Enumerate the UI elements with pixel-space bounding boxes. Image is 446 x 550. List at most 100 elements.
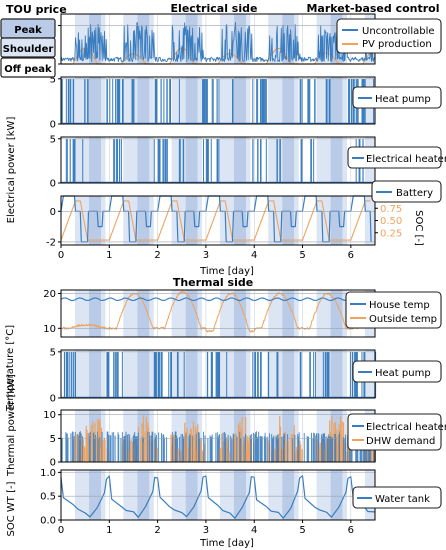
electrical-heater-thermal-bar (292, 438, 294, 462)
electrical-heater-bar (260, 138, 262, 183)
dhw-demand-bar (268, 441, 270, 462)
electrical-heater-thermal-bar (142, 436, 144, 462)
heat-pump-thermal-bar (349, 351, 351, 398)
dhw-demand-bar (279, 416, 281, 462)
electrical-heater-thermal-bar (239, 431, 241, 462)
dhw-demand-bar (290, 434, 292, 462)
electrical-heater-thermal-bar (114, 435, 116, 462)
legend-p5: House temp Outside temp (345, 291, 442, 329)
electrical-heater-bar (216, 138, 219, 183)
dhw-demand-bar (173, 434, 175, 462)
tou-band (171, 137, 186, 183)
electrical-heater-thermal-bar (275, 436, 277, 462)
tou-band (75, 470, 90, 520)
electrical-heater-thermal-bar (283, 432, 285, 462)
electrical-heater-thermal-bar (124, 435, 126, 462)
dhw-demand-bar (145, 416, 147, 462)
electrical-heater-thermal-bar (149, 435, 151, 462)
electrical-heater-bar (114, 138, 116, 183)
tou-band (316, 137, 331, 183)
y2-tick-label: 0.75 (380, 204, 402, 215)
electrical-heater-bar (73, 138, 75, 183)
electrical-heater-thermal-bar (151, 431, 153, 462)
dhw-demand-bar (186, 427, 188, 462)
heat-pump-bar (264, 78, 266, 124)
heat-pump-bar (206, 78, 208, 124)
heat-pump-thermal-bar (157, 351, 160, 398)
x-tick-label: 2 (154, 525, 160, 536)
electrical-heater-thermal-bar (224, 432, 226, 462)
tou-band (185, 290, 198, 337)
dhw-demand-bar (326, 438, 328, 462)
dhw-demand-bar (195, 426, 197, 462)
tou-band (149, 290, 154, 337)
heat-pump-bar (218, 78, 220, 124)
electrical-heater-thermal-bar (240, 438, 242, 462)
tou-band (294, 196, 299, 245)
x-tick-label: 5 (299, 250, 305, 261)
electrical-heater-thermal-bar (334, 433, 336, 462)
heat-pump-thermal-bar (115, 351, 117, 398)
tou-band (89, 470, 102, 520)
heat-pump-thermal-bar (218, 351, 221, 398)
tou-band (197, 290, 203, 337)
x-tick-label: 1 (106, 525, 112, 536)
electrical-heater-thermal-bar (231, 437, 233, 462)
battery-line (60, 195, 372, 243)
dhw-demand-bar (319, 442, 321, 462)
electrical-heater-thermal-bar (329, 436, 331, 462)
tou-band (137, 290, 150, 337)
dhw-demand-bar (192, 421, 195, 462)
electrical-heater-thermal-bar (182, 437, 184, 462)
dhw-demand-bar (274, 448, 276, 462)
electrical-heater-thermal-bar (94, 438, 96, 462)
dhw-demand-bar (372, 449, 374, 462)
electrical-heater-thermal-bar (117, 432, 119, 462)
dhw-demand-bar (346, 451, 348, 462)
electrical-heater-thermal-bar (199, 437, 201, 462)
dhw-demand-bar (301, 449, 303, 462)
tou-band (123, 350, 138, 398)
tou-band (185, 137, 198, 183)
dhw-demand-bar (129, 451, 132, 462)
offpeak-swatch (0, 57, 56, 78)
tou-band (171, 77, 186, 124)
electrical-heater-bar (301, 138, 303, 183)
dhw-demand-bar (324, 450, 326, 462)
electrical-heater-thermal-bar (162, 434, 164, 462)
legend-dhw-demand: DHW demand (366, 436, 435, 447)
electrical-heater-bar (82, 138, 84, 183)
heat-pump-thermal-bar (309, 351, 311, 398)
tou-band (246, 196, 251, 245)
legend-battery: Battery (396, 188, 433, 199)
tou-band (123, 470, 138, 520)
heat-pump-bar (166, 78, 168, 124)
dhw-demand-bar (75, 434, 77, 462)
electrical-heater-bar (166, 138, 168, 183)
dhw-demand-bar (316, 437, 318, 462)
heat-pump-thermal-bar (215, 351, 217, 398)
electrical-heater-thermal-bar (111, 432, 113, 462)
dhw-demand-bar (347, 443, 350, 462)
legend-p6: Heat pump (352, 360, 442, 383)
heat-pump-bar (204, 78, 206, 124)
electrical-title: Electrical side (171, 2, 258, 15)
dhw-demand-bar (90, 425, 92, 462)
heat-pump-thermal-bar (217, 351, 219, 398)
dhw-demand-bar (184, 422, 186, 462)
tou-band (219, 137, 234, 183)
electrical-heater-thermal-bar (324, 433, 326, 462)
y-tick-label: 5 (50, 434, 56, 445)
electrical-heater-bar (69, 138, 71, 183)
electrical-heater-thermal-bar (123, 436, 125, 462)
heat-pump-bar (325, 78, 328, 124)
electrical-heater-thermal-bar (276, 434, 278, 462)
electrical-heater-thermal-bar (78, 435, 80, 462)
dhw-demand-bar (82, 439, 84, 462)
electrical-heater-thermal-bar (66, 433, 68, 462)
heat-pump-bar (309, 78, 311, 124)
electrical-heater-thermal-bar (176, 438, 178, 462)
electrical-heater-thermal-bar (210, 436, 212, 462)
electrical-heater-thermal-bar (329, 436, 331, 462)
electrical-heater-thermal-bar (99, 437, 101, 462)
